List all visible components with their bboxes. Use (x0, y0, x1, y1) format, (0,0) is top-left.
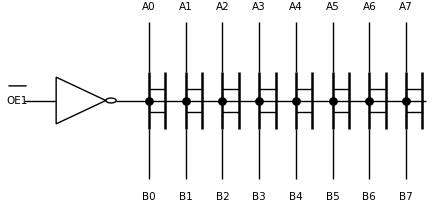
Text: A7: A7 (399, 2, 413, 12)
Text: A3: A3 (252, 2, 266, 12)
Point (146, 99, 152, 103)
Point (256, 99, 263, 103)
Text: A0: A0 (142, 2, 156, 12)
Point (329, 99, 336, 103)
Text: B6: B6 (362, 191, 376, 201)
Text: A1: A1 (179, 2, 193, 12)
Text: A2: A2 (216, 2, 229, 12)
Point (219, 99, 226, 103)
Text: B0: B0 (142, 191, 156, 201)
Text: A5: A5 (326, 2, 340, 12)
Text: B1: B1 (179, 191, 193, 201)
Text: B5: B5 (326, 191, 340, 201)
Text: B4: B4 (289, 191, 303, 201)
Text: A6: A6 (362, 2, 376, 12)
Text: B3: B3 (252, 191, 266, 201)
Text: OE1: OE1 (6, 96, 28, 106)
Point (292, 99, 299, 103)
Point (182, 99, 189, 103)
Text: B7: B7 (399, 191, 413, 201)
Point (403, 99, 410, 103)
Text: B2: B2 (216, 191, 229, 201)
Text: A4: A4 (289, 2, 303, 12)
Point (366, 99, 373, 103)
